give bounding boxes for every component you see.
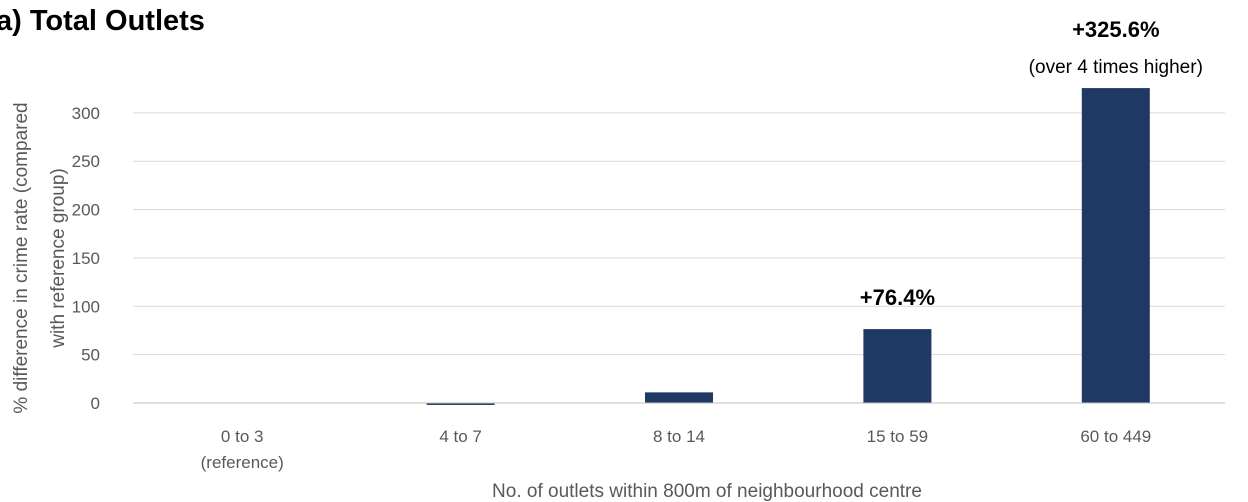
gridlines xyxy=(133,112,1225,356)
x-axis-categories: 0 to 3 (reference) 4 to 7 8 to 14 15 to 59 60… xyxy=(201,427,1152,472)
y-axis-ticks: 0 50 100 150 200 250 300 xyxy=(72,104,100,413)
bars xyxy=(426,88,1150,405)
x-category-label: (reference) xyxy=(201,453,284,472)
bar xyxy=(645,392,713,403)
bar xyxy=(1081,88,1150,403)
chart-title: a) Total Outlets xyxy=(0,5,205,37)
x-axis-title: No. of outlets within 800m of neighbourh… xyxy=(492,481,922,502)
y-tick-label: 250 xyxy=(72,152,100,171)
bar xyxy=(863,329,932,403)
data-labels: +76.4% +325.6% (over 4 times higher) xyxy=(860,17,1203,310)
y-tick-label: 0 xyxy=(91,394,100,413)
y-tick-label: 50 xyxy=(81,346,100,365)
y-tick-label: 200 xyxy=(72,201,100,220)
bar xyxy=(426,403,495,405)
data-label: +325.6% xyxy=(1072,17,1159,42)
x-category-label: 4 to 7 xyxy=(439,427,482,446)
y-axis-title-line: with reference group) xyxy=(48,168,69,349)
y-tick-label: 150 xyxy=(72,249,100,268)
y-axis-title: % difference in crime rate (compared with… xyxy=(11,102,69,413)
y-axis-title-line: % difference in crime rate (compared xyxy=(11,102,32,413)
x-category-label: 8 to 14 xyxy=(653,427,705,446)
data-label-note: (over 4 times higher) xyxy=(1029,57,1203,78)
y-tick-label: 300 xyxy=(72,104,100,123)
y-tick-label: 100 xyxy=(72,297,100,316)
x-category-label: 15 to 59 xyxy=(867,427,928,446)
data-label: +76.4% xyxy=(860,285,935,310)
x-category-label: 60 to 449 xyxy=(1080,427,1151,446)
x-category-label: 0 to 3 xyxy=(221,427,264,446)
